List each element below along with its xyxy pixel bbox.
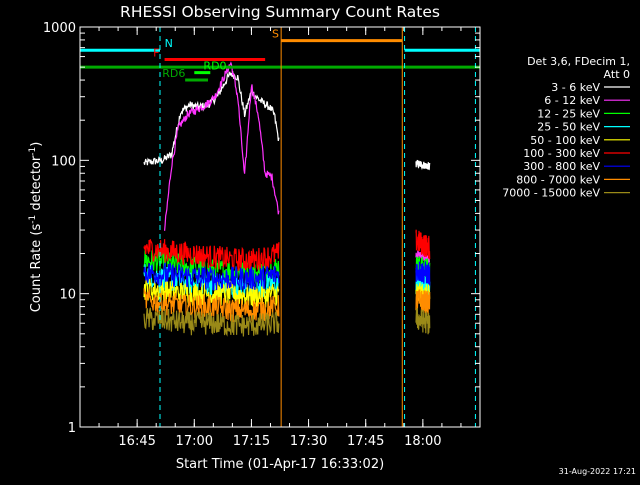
- state-bar-label-s: S: [272, 28, 279, 41]
- series-layer: [143, 61, 431, 337]
- plot-frame: [79, 26, 481, 428]
- legend-label-6-12-kev: 6 - 12 keV: [544, 94, 600, 107]
- x-tick-label: 18:00: [404, 434, 441, 449]
- y-tick-label: 10: [59, 288, 76, 303]
- legend-label-100-300-kev: 100 - 300 keV: [523, 147, 600, 160]
- x-axis-label: Start Time (01-Apr-17 16:33:02): [176, 457, 384, 472]
- x-tick-label: 17:45: [347, 434, 384, 449]
- date-stamp: 31-Aug-2022 17:21: [559, 467, 636, 476]
- y-axis: 1 10 100 1000: [43, 21, 480, 436]
- y-tick-label: 1: [68, 421, 76, 436]
- state-bar-label-f: F: [153, 47, 159, 60]
- legend-label-3-6-kev: 3 - 6 keV: [551, 81, 600, 94]
- series-line-300-800-kev-seg0: [143, 262, 280, 291]
- legend-header-line2: Att 0: [604, 68, 630, 81]
- x-tick-label: 17:00: [176, 434, 213, 449]
- y-tick-label: 100: [51, 154, 76, 169]
- y-axis-label-sup1: -1: [28, 215, 38, 224]
- series-line-7000-15000-kev-seg0: [143, 307, 280, 337]
- y-axis-label: Count Rate (s-1 detector-1): [28, 142, 44, 313]
- overlay-layer: [80, 27, 480, 427]
- legend-label-50-100-kev: 50 - 100 keV: [530, 134, 600, 147]
- state-bar-label-rd6: RD6: [162, 67, 185, 80]
- series-line-100-300-kev-seg1: [415, 229, 431, 260]
- series-line-800-7000-kev-seg1: [415, 289, 431, 315]
- series-line-6-12-kev-seg0: [164, 61, 280, 231]
- x-tick-label: 17:15: [233, 434, 270, 449]
- legend-label-300-800-kev: 300 - 800 keV: [523, 160, 600, 173]
- y-tick-label: 1000: [43, 21, 76, 36]
- series-line-100-300-kev-seg0: [143, 239, 280, 272]
- x-axis: 16:45 17:00 17:15 17:30 17:45 18:00: [79, 27, 481, 449]
- legend-label-25-50-kev: 25 - 50 keV: [537, 121, 600, 134]
- series-line-50-100-kev-seg0: [143, 278, 280, 309]
- state-bar-label-rd0: RD0: [203, 60, 226, 73]
- legend-label-7000-15000-kev: 7000 - 15000 keV: [502, 187, 600, 200]
- legend-label-12-25-kev: 12 - 25 keV: [537, 107, 600, 120]
- legend-header-line1: Det 3,6, FDecim 1,: [527, 55, 630, 68]
- series-line-800-7000-kev-seg0: [143, 288, 280, 323]
- series-line-7000-15000-kev-seg1: [415, 307, 431, 335]
- y-axis-label-part2: detector: [29, 155, 44, 215]
- series-line-300-800-kev-seg1: [415, 261, 431, 286]
- x-tick-label: 17:30: [290, 434, 327, 449]
- series-line-3-6-kev-seg1: [415, 159, 431, 171]
- state-bar-labels: NF RD0 RD6 S: [153, 28, 279, 80]
- state-bar-label-n: N: [165, 37, 173, 50]
- x-tick-label: 16:45: [118, 434, 155, 449]
- chart-title: RHESSI Observing Summary Count Rates: [120, 3, 440, 21]
- legend-label-800-7000-kev: 800 - 7000 keV: [516, 173, 600, 186]
- y-axis-label-sup2: -1: [28, 147, 38, 156]
- y-axis-label-part3: ): [29, 142, 44, 147]
- y-axis-label-part1: Count Rate (s: [29, 224, 44, 313]
